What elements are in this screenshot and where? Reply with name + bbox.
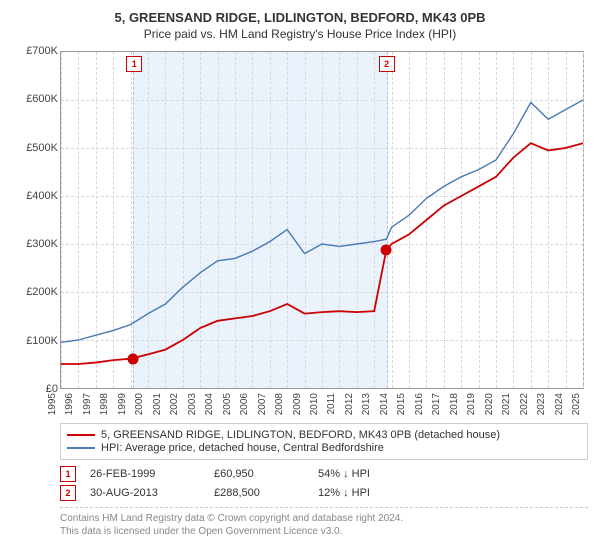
y-tick-label: £700K — [12, 45, 58, 57]
legend-swatch — [67, 434, 95, 436]
legend-row: 5, GREENSAND RIDGE, LIDLINGTON, BEDFORD,… — [67, 429, 581, 441]
sale-dot — [128, 353, 139, 364]
series-price_paid — [61, 143, 583, 364]
legend-swatch — [67, 447, 95, 449]
event-date: 30-AUG-2013 — [90, 487, 200, 499]
footer-line-1: Contains HM Land Registry data © Crown c… — [60, 512, 588, 525]
legend-label: HPI: Average price, detached house, Cent… — [101, 442, 384, 454]
y-tick-label: £400K — [12, 190, 58, 202]
sale-marker-box: 2 — [379, 56, 395, 72]
event-delta: 12% ↓ HPI — [318, 487, 398, 499]
y-tick-label: £500K — [12, 142, 58, 154]
series-hpi — [61, 100, 583, 342]
footer-note: Contains HM Land Registry data © Crown c… — [60, 507, 588, 538]
legend-label: 5, GREENSAND RIDGE, LIDLINGTON, BEDFORD,… — [101, 429, 500, 441]
line-layer — [61, 52, 583, 388]
y-tick-label: £600K — [12, 93, 58, 105]
event-index: 2 — [60, 485, 76, 501]
plot-area: 12 — [60, 51, 584, 389]
chart-container: 5, GREENSAND RIDGE, LIDLINGTON, BEDFORD,… — [0, 0, 600, 546]
gridline-x — [583, 52, 584, 388]
event-price: £60,950 — [214, 468, 304, 480]
chart-subtitle: Price paid vs. HM Land Registry's House … — [8, 27, 592, 41]
legend-row: HPI: Average price, detached house, Cent… — [67, 442, 581, 454]
event-price: £288,500 — [214, 487, 304, 499]
chart-frame: 12 £0£100K£200K£300K£400K£500K£600K£700K… — [12, 47, 588, 417]
event-index: 1 — [60, 466, 76, 482]
sale-dot — [380, 244, 391, 255]
y-tick-label: £200K — [12, 286, 58, 298]
y-tick-label: £300K — [12, 238, 58, 250]
sale-events: 1 26-FEB-1999 £60,950 54% ↓ HPI 2 30-AUG-2013… — [60, 466, 588, 501]
x-tick-label: 2025 — [571, 393, 597, 415]
legend: 5, GREENSAND RIDGE, LIDLINGTON, BEDFORD,… — [60, 423, 588, 460]
footer-line-2: This data is licensed under the Open Gov… — [60, 525, 588, 538]
sale-marker-box: 1 — [126, 56, 142, 72]
event-delta: 54% ↓ HPI — [318, 468, 398, 480]
y-tick-label: £100K — [12, 335, 58, 347]
sale-event-row: 1 26-FEB-1999 £60,950 54% ↓ HPI — [60, 466, 588, 482]
event-date: 26-FEB-1999 — [90, 468, 200, 480]
sale-event-row: 2 30-AUG-2013 £288,500 12% ↓ HPI — [60, 485, 588, 501]
chart-title: 5, GREENSAND RIDGE, LIDLINGTON, BEDFORD,… — [8, 10, 592, 25]
